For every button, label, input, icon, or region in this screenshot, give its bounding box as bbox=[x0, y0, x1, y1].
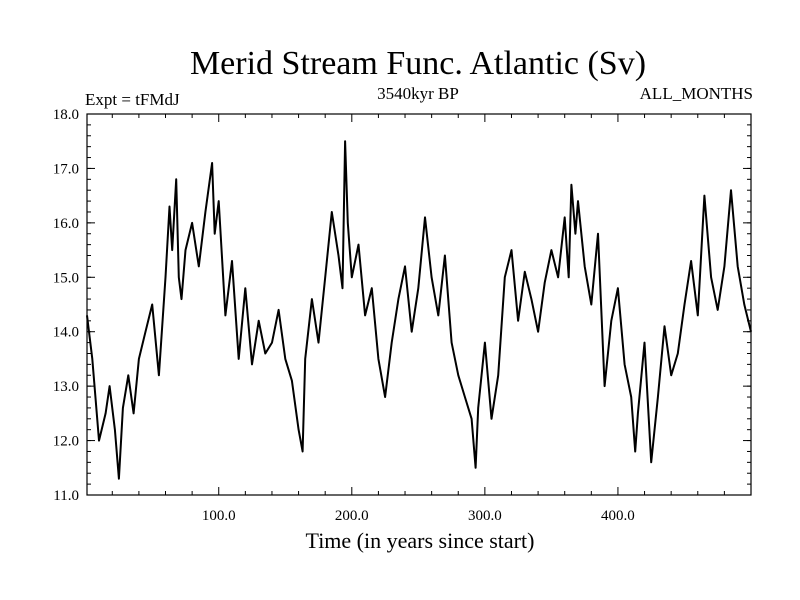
x-tick-label: 100.0 bbox=[202, 508, 236, 524]
x-axis: 100.0 200.0 300.0 400.0 bbox=[111, 114, 725, 524]
y-tick-label: 18.0 bbox=[53, 107, 79, 123]
y-tick-label: 12.0 bbox=[53, 434, 79, 450]
y-tick-label: 17.0 bbox=[53, 161, 79, 177]
months-label: ALL_MONTHS bbox=[640, 84, 753, 103]
chart-title: Merid Stream Func. Atlantic (Sv) bbox=[190, 45, 646, 82]
y-tick-label: 11.0 bbox=[53, 488, 79, 504]
y-axis: 11.0 12.0 13.0 14.0 15.0 16.0 17.0 18.0 bbox=[53, 107, 751, 504]
x-tick-label: 400.0 bbox=[601, 508, 635, 524]
plot-frame bbox=[86, 113, 752, 496]
x-tick-label: 300.0 bbox=[468, 508, 502, 524]
x-tick-label: 200.0 bbox=[335, 508, 369, 524]
y-tick-label: 15.0 bbox=[53, 270, 79, 286]
y-tick-label: 13.0 bbox=[53, 379, 79, 395]
y-tick-label: 14.0 bbox=[53, 325, 79, 341]
series-line bbox=[86, 140, 752, 480]
x-axis-label: Time (in years since start) bbox=[306, 528, 535, 553]
experiment-label: Expt = tFMdJ bbox=[85, 90, 180, 109]
y-tick-label: 16.0 bbox=[53, 216, 79, 232]
period-label: 3540kyr BP bbox=[377, 84, 459, 103]
